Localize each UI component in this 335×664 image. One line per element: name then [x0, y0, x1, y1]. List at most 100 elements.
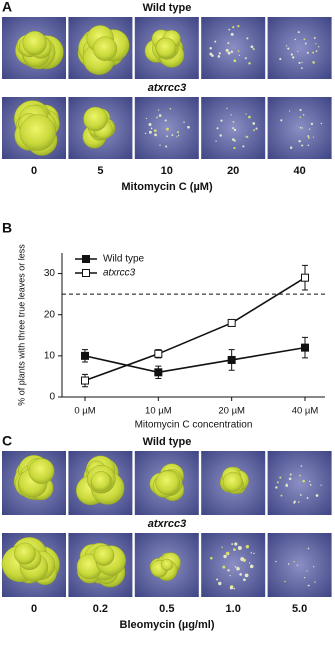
- speck: [290, 53, 293, 56]
- speck: [187, 125, 190, 129]
- photo-bg: [267, 533, 332, 597]
- y-tick-label: 10: [44, 350, 56, 361]
- leaf: [83, 106, 108, 132]
- speck: [164, 119, 167, 122]
- speck: [230, 50, 234, 53]
- x-tick-label: 20 µM: [218, 406, 245, 417]
- marker: [81, 376, 89, 385]
- speck: [317, 46, 320, 48]
- speck: [237, 24, 240, 28]
- plate-photo: [2, 97, 66, 159]
- plate-photo: [68, 97, 133, 159]
- legend-marker: [82, 269, 90, 277]
- row-title: Wild type: [143, 436, 192, 448]
- speck: [315, 494, 319, 497]
- plate-photo: [267, 533, 332, 597]
- speck: [233, 59, 237, 63]
- marker: [81, 351, 89, 360]
- speck: [234, 139, 236, 142]
- plate-photo: [68, 17, 133, 79]
- speck: [285, 484, 289, 487]
- row-title: Wild type: [143, 2, 192, 14]
- speck: [230, 32, 234, 36]
- speck: [250, 45, 254, 49]
- photo-bg: [267, 17, 332, 79]
- speck: [253, 552, 255, 555]
- speck: [309, 484, 312, 486]
- speck: [289, 146, 293, 149]
- speck: [299, 116, 302, 119]
- speck: [307, 584, 310, 587]
- speck: [226, 107, 228, 110]
- y-tick-label: 0: [49, 392, 55, 403]
- speck: [236, 566, 240, 571]
- speck: [280, 119, 283, 122]
- x-tick-label: 10 µM: [145, 406, 172, 417]
- dose-label: 0.5: [159, 603, 174, 615]
- speck: [220, 119, 223, 122]
- speck: [320, 122, 323, 125]
- plate-photo: [267, 17, 332, 79]
- row-title: atxrcc3: [148, 82, 187, 94]
- speck: [279, 58, 282, 61]
- speck: [223, 554, 227, 559]
- speck: [217, 55, 221, 58]
- leaf: [93, 545, 115, 566]
- plate-photo: [267, 451, 332, 515]
- axis-title: Mitomycin C (µM): [121, 181, 213, 193]
- dose-label: 5: [97, 165, 103, 177]
- x-tick-label: 40 µM: [292, 406, 319, 417]
- speck: [309, 480, 311, 483]
- speck: [144, 132, 147, 135]
- speck: [280, 494, 283, 497]
- speck: [288, 110, 291, 112]
- speck: [315, 50, 318, 52]
- plate-photo: [134, 17, 199, 79]
- speck: [279, 476, 282, 479]
- speck: [157, 109, 160, 111]
- plate-photo: [201, 97, 266, 159]
- leaf: [90, 471, 112, 492]
- speck: [232, 127, 235, 130]
- speck: [297, 31, 300, 34]
- speck: [299, 494, 302, 496]
- plate-photo: [134, 533, 199, 597]
- speck: [312, 51, 315, 54]
- speck: [219, 134, 222, 137]
- speck: [145, 117, 148, 120]
- speck: [237, 50, 240, 52]
- speck: [215, 140, 217, 142]
- speck: [159, 144, 161, 146]
- speck: [154, 133, 157, 137]
- speck: [248, 62, 251, 65]
- row-title: atxrcc3: [148, 518, 187, 530]
- speck: [225, 551, 230, 556]
- speck: [166, 127, 169, 131]
- speck: [153, 129, 157, 132]
- speck: [300, 465, 303, 467]
- speck: [289, 473, 292, 476]
- speck: [150, 127, 153, 130]
- dose-label: 1.0: [226, 603, 241, 615]
- leaf: [92, 36, 118, 61]
- panel-label: A: [2, 0, 12, 15]
- plate-photo: [134, 451, 199, 515]
- speck: [306, 570, 308, 572]
- legend-label: Wild type: [103, 254, 145, 265]
- speck: [306, 51, 309, 54]
- speck: [246, 37, 249, 40]
- photo-bg: [267, 451, 332, 515]
- speck: [222, 565, 226, 569]
- speck: [235, 542, 238, 545]
- speck: [148, 130, 152, 134]
- speck: [301, 127, 304, 129]
- speck: [233, 548, 236, 551]
- panel-label: C: [2, 433, 12, 449]
- leaf: [28, 458, 55, 484]
- speck: [302, 113, 305, 116]
- speck: [301, 144, 304, 147]
- speck: [240, 557, 245, 562]
- speck: [166, 135, 168, 138]
- legend-label: atxrcc3: [103, 268, 136, 279]
